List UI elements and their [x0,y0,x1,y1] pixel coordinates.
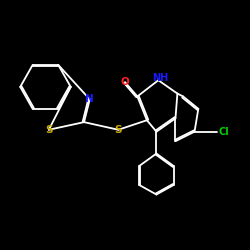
Text: S: S [45,125,52,135]
Text: S: S [114,125,122,135]
Text: O: O [120,77,130,87]
Text: N: N [86,94,94,104]
Text: Cl: Cl [218,127,229,137]
Text: NH: NH [152,73,169,83]
